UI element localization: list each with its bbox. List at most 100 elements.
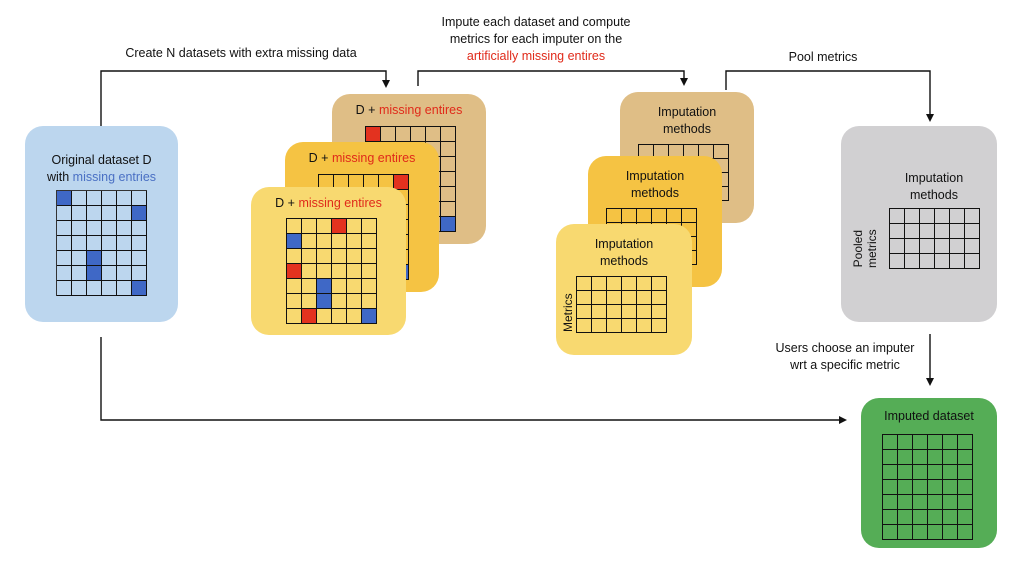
pooled-metrics-box: Imputation methods Pooled metrics <box>841 126 997 322</box>
grid-cell <box>117 281 132 296</box>
imputation-middle-title: Imputation methods <box>625 169 685 200</box>
grid-cell <box>928 510 943 525</box>
grid-cell <box>332 234 347 249</box>
grid-cell <box>347 249 362 264</box>
grid-cell <box>57 281 72 296</box>
grid-cell <box>347 219 362 234</box>
grid-cell <box>117 251 132 266</box>
grid-cell <box>890 254 905 269</box>
grid-cell <box>958 465 973 480</box>
grid-cell <box>366 127 381 142</box>
grid-cell <box>943 450 958 465</box>
original-dataset-title: Original dataset D with missing entries <box>25 152 178 186</box>
grid-cell <box>362 294 377 309</box>
grid-cell <box>72 266 87 281</box>
grid-cell <box>965 239 980 254</box>
grid-cell <box>682 209 697 223</box>
grid-cell <box>928 450 943 465</box>
grid-cell <box>905 224 920 239</box>
grid-cell <box>905 209 920 224</box>
grid-cell <box>652 305 667 319</box>
grid-cell <box>913 525 928 540</box>
grid-cell <box>87 191 102 206</box>
grid-cell <box>883 510 898 525</box>
pooled-title: Imputation methods <box>904 171 964 202</box>
grid-cell <box>72 281 87 296</box>
grid-cell <box>898 435 913 450</box>
grid-cell <box>920 254 935 269</box>
grid-cell <box>441 202 456 217</box>
grid-cell <box>920 209 935 224</box>
grid-cell <box>883 450 898 465</box>
grid-cell <box>362 249 377 264</box>
grid-cell <box>72 206 87 221</box>
grid-cell <box>637 305 652 319</box>
grid-cell <box>592 305 607 319</box>
grid-cell <box>347 264 362 279</box>
grid-cell <box>302 219 317 234</box>
masked-middle-title: D + missing entires <box>308 151 416 165</box>
grid-cell <box>87 251 102 266</box>
grid-cell <box>958 480 973 495</box>
grid-cell <box>102 236 117 251</box>
grid-cell <box>943 510 958 525</box>
grid-cell <box>950 254 965 269</box>
grid-cell <box>332 264 347 279</box>
grid-cell <box>950 224 965 239</box>
grid-cell <box>332 219 347 234</box>
grid-cell <box>592 291 607 305</box>
grid-cell <box>607 305 622 319</box>
grid-cell <box>577 305 592 319</box>
grid-cell <box>950 209 965 224</box>
grid-cell <box>607 291 622 305</box>
grid-cell <box>317 279 332 294</box>
grid-cell <box>883 435 898 450</box>
masked-back-title: D + missing entires <box>355 103 463 117</box>
grid-cell <box>87 221 102 236</box>
grid-cell <box>287 264 302 279</box>
grid-cell <box>928 465 943 480</box>
grid-cell <box>102 281 117 296</box>
masked-dataset-front: D + missing entires <box>251 187 406 335</box>
grid-cell <box>57 251 72 266</box>
impute-label-line2: metrics for each imputer on the <box>449 32 623 46</box>
grid-cell <box>332 249 347 264</box>
grid-cell <box>302 264 317 279</box>
grid-cell <box>332 279 347 294</box>
grid-cell <box>394 175 409 190</box>
grid-cell <box>102 251 117 266</box>
grid-cell <box>920 239 935 254</box>
grid-cell <box>935 209 950 224</box>
grid-cell <box>362 309 377 324</box>
grid-cell <box>317 249 332 264</box>
imputation-back-title: Imputation methods <box>657 105 717 136</box>
grid-cell <box>928 525 943 540</box>
grid-cell <box>132 281 147 296</box>
users-choose-label: Users choose an imputer wrt a specific m… <box>762 340 928 374</box>
grid-cell <box>935 224 950 239</box>
grid-cell <box>622 305 637 319</box>
grid-cell <box>652 319 667 333</box>
grid-cell <box>943 465 958 480</box>
grid-cell <box>57 266 72 281</box>
grid-cell <box>928 480 943 495</box>
grid-cell <box>102 206 117 221</box>
imputed-grid <box>882 434 973 540</box>
grid-cell <box>943 495 958 510</box>
grid-cell <box>317 309 332 324</box>
grid-cell <box>958 450 973 465</box>
imputation-metrics-label: Metrics <box>561 293 575 332</box>
grid-cell <box>381 127 396 142</box>
grid-cell <box>302 309 317 324</box>
grid-cell <box>622 209 637 223</box>
grid-cell <box>87 206 102 221</box>
imputed-dataset-box: Imputed dataset <box>861 398 997 548</box>
grid-cell <box>57 191 72 206</box>
grid-cell <box>72 251 87 266</box>
imputation-front-title: Imputation methods <box>594 237 654 268</box>
grid-cell <box>287 279 302 294</box>
users-choose-line2: wrt a specific metric <box>790 358 900 372</box>
grid-cell <box>441 127 456 142</box>
grid-cell <box>347 279 362 294</box>
grid-cell <box>347 234 362 249</box>
